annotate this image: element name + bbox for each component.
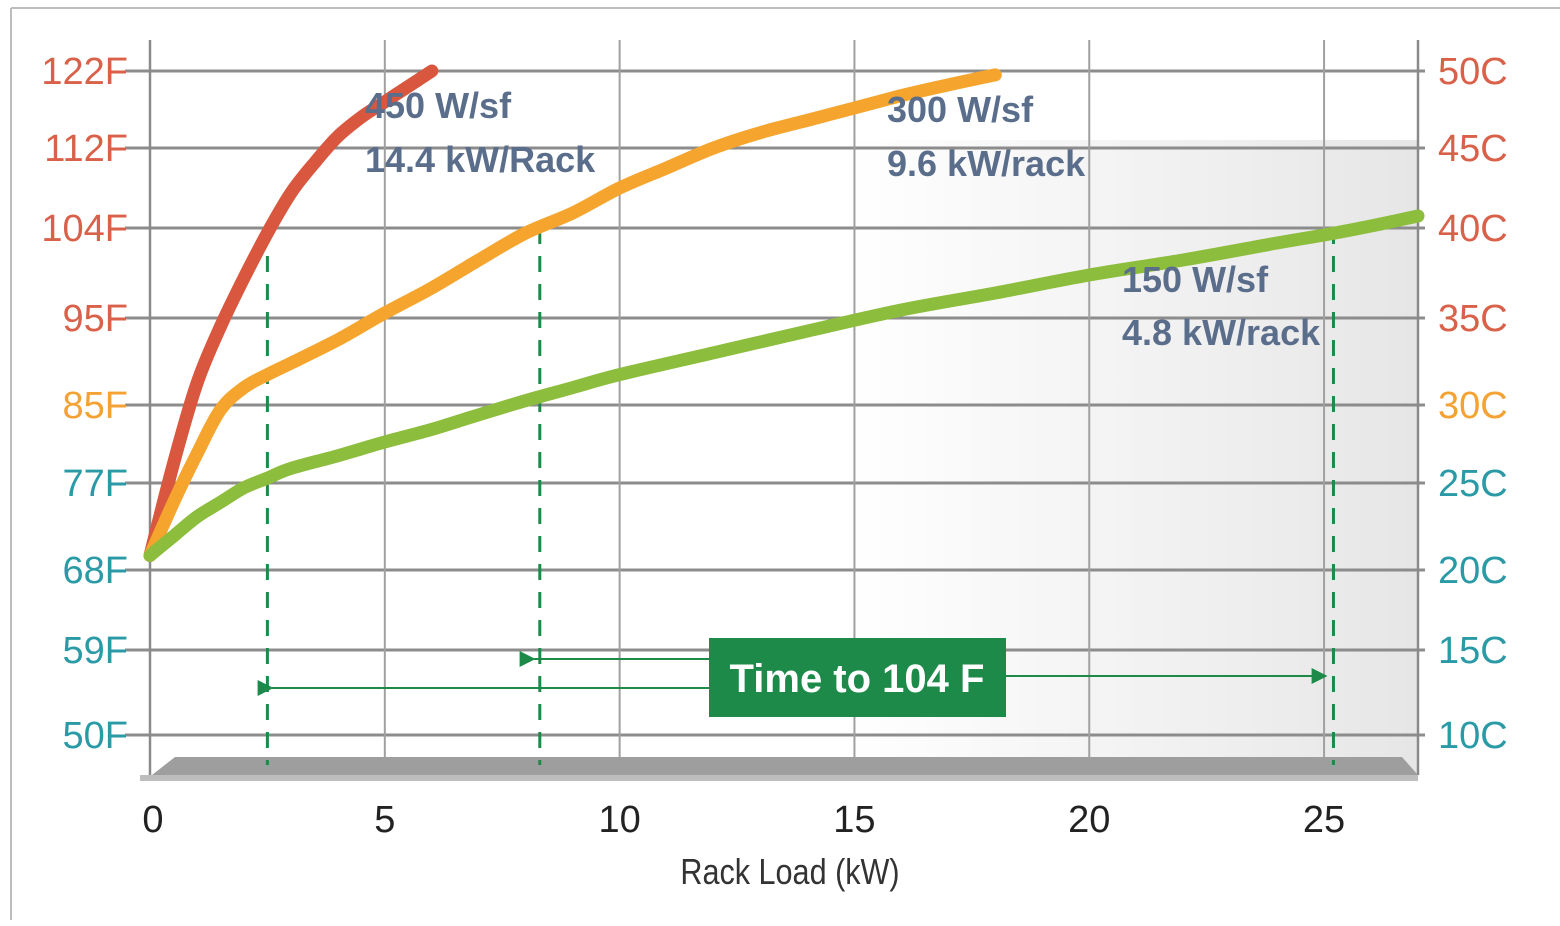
label-300-line2: 9.6 kW/rack (887, 143, 1086, 184)
y-right-tick-45C: 45C (1438, 128, 1508, 170)
y-left-tick-50F: 50F (63, 715, 128, 757)
y-left-tick-77F: 77F (63, 463, 128, 505)
y-right-tick-15C: 15C (1438, 630, 1508, 672)
y-axis-right-labels: 50C 45C 40C 35C 30C 25C 20C 15C 10C (1438, 51, 1508, 757)
y-left-tick-85F: 85F (63, 385, 128, 427)
label-450-line1: 450 W/sf (365, 85, 512, 126)
chart-floor-front (140, 775, 1418, 781)
label-450-line2: 14.4 kW/Rack (365, 139, 596, 180)
annotation-text: Time to 104 F (730, 657, 985, 701)
vertical-gridlines (383, 40, 1326, 757)
time-to-104-annotation: Time to 104 F (257, 638, 1328, 717)
chart-floor (152, 757, 1418, 775)
series-labels: 450 W/sf 14.4 kW/Rack 300 W/sf 9.6 kW/ra… (365, 85, 1321, 353)
y-right-tick-40C: 40C (1438, 208, 1508, 250)
label-150-line2: 4.8 kW/rack (1122, 312, 1321, 353)
y-left-tick-112F: 112F (44, 128, 128, 170)
x-tick-25: 25 (1303, 799, 1345, 841)
y-axis-left-labels: 122F 112F 104F 95F 85F 77F 68F 59F 50F (41, 51, 128, 757)
y-right-tick-20C: 20C (1438, 550, 1508, 592)
series-line-150 (143, 209, 1425, 562)
y-left-tick-104F: 104F (41, 208, 128, 250)
label-150-line1: 150 W/sf (1122, 259, 1269, 300)
label-300-line1: 300 W/sf (887, 89, 1034, 130)
y-left-tick-95F: 95F (63, 298, 128, 340)
y-right-tick-35C: 35C (1438, 298, 1508, 340)
series-lines (143, 64, 1425, 562)
y-left-tick-59F: 59F (63, 630, 128, 672)
x-axis-tick-labels: 0 5 10 15 20 25 (142, 799, 1345, 841)
x-tick-15: 15 (833, 799, 875, 841)
y-left-tick-122F: 122F (41, 51, 128, 93)
x-tick-5: 5 (374, 799, 395, 841)
y-right-tick-50C: 50C (1438, 51, 1508, 93)
series-line-300 (143, 68, 1002, 562)
x-tick-10: 10 (598, 799, 640, 841)
x-tick-20: 20 (1068, 799, 1110, 841)
series-line-450 (143, 64, 439, 562)
y-right-tick-30C: 30C (1438, 385, 1508, 427)
y-right-tick-10C: 10C (1438, 715, 1508, 757)
x-tick-0: 0 (142, 799, 163, 841)
plot-background (530, 140, 1418, 775)
x-axis-label: Rack Load (kW) (680, 853, 899, 893)
reference-lines (265, 228, 1335, 765)
y-left-tick-68F: 68F (63, 550, 128, 592)
y-right-tick-25C: 25C (1438, 463, 1508, 505)
annotation-box (709, 638, 1006, 717)
